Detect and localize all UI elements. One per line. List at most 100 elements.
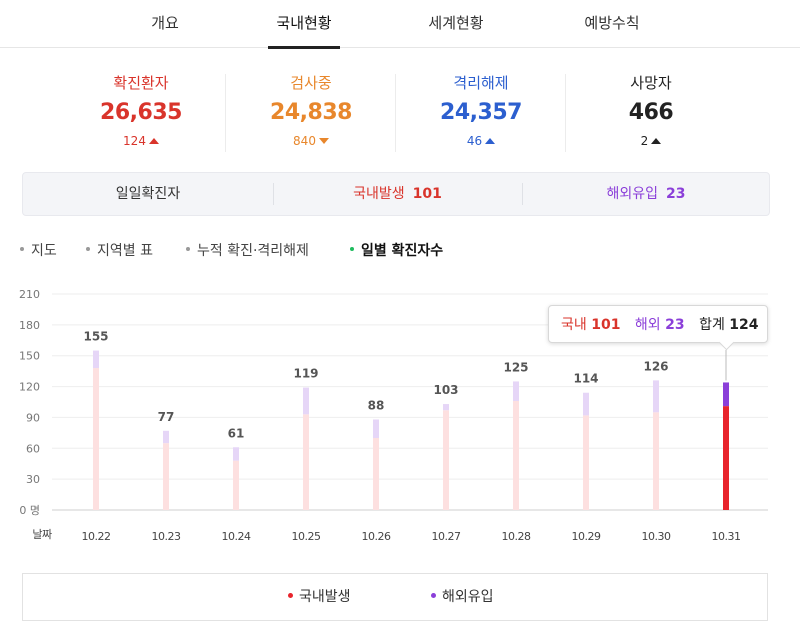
summary-overseas-value: 23 xyxy=(666,186,686,202)
divider xyxy=(273,183,274,205)
bullet-icon xyxy=(350,247,354,251)
bar-domestic xyxy=(653,412,659,510)
bar-total-label: 77 xyxy=(158,410,175,424)
bar-domestic xyxy=(233,460,239,510)
x-tick-label: 10.31 xyxy=(712,530,741,543)
y-tick-label: 90 xyxy=(26,411,40,424)
stat-confirmed: 확진환자 26,635 124 xyxy=(56,72,226,156)
y-tick-label: 210 xyxy=(19,288,40,301)
red-dot-icon xyxy=(288,592,293,598)
bar-domestic xyxy=(513,400,519,510)
legend-item-domestic[interactable]: 국내발생 xyxy=(288,574,351,620)
subnav-region-table-label: 지역별 표 xyxy=(97,243,153,259)
divider xyxy=(395,74,396,152)
x-tick-label: 10.23 xyxy=(152,530,181,543)
stat-deaths: 사망자 466 2 xyxy=(566,72,736,156)
y-tick-label: 120 xyxy=(19,381,40,394)
bar-overseas xyxy=(163,430,169,444)
stat-released-value: 24,357 xyxy=(440,100,522,125)
tooltip-total: 합계 124 xyxy=(699,317,758,333)
up-arrow-icon xyxy=(651,138,662,144)
bar-domestic xyxy=(723,406,729,510)
divider xyxy=(565,74,566,152)
bar-domestic xyxy=(373,438,379,510)
tooltip-domestic-value: 101 xyxy=(591,317,621,333)
summary-overseas: 해외유입 23 xyxy=(522,173,770,215)
summary-domestic-value: 101 xyxy=(412,186,442,202)
tab-overview[interactable]: 개요 xyxy=(151,14,179,32)
tooltip-domestic-label: 국내 xyxy=(561,317,587,333)
x-tick-label: 10.28 xyxy=(502,530,531,543)
summary-domestic: 국내발생 101 xyxy=(273,173,522,215)
subnav-daily-confirmed-label: 일별 확진자수 xyxy=(361,243,444,259)
bullet-icon xyxy=(20,247,24,251)
subnav-cumulative-label: 누적 확진·격리해제 xyxy=(197,243,309,259)
stat-confirmed-label: 확진환자 xyxy=(113,74,169,92)
tooltip-overseas-value: 23 xyxy=(665,317,685,333)
summary-domestic-label: 국내발생 xyxy=(353,186,405,202)
tooltip-total-value: 124 xyxy=(729,317,759,333)
tab-world-status[interactable]: 세계현황 xyxy=(428,14,484,32)
stat-confirmed-delta: 124 xyxy=(123,132,159,150)
bar-total-label: 125 xyxy=(503,360,528,374)
bar-total-label: 88 xyxy=(368,398,385,412)
stat-deaths-delta: 2 xyxy=(641,132,662,150)
x-tick-label: 10.30 xyxy=(642,530,671,543)
top-tab-bar: 개요 국내현황 세계현황 예방수칙 xyxy=(0,0,800,49)
tab-domestic-status[interactable]: 국내현황 xyxy=(268,0,340,49)
stat-released-delta-value: 46 xyxy=(466,134,483,148)
legend-overseas-label: 해외유입 xyxy=(442,589,494,605)
tooltip-overseas-label: 해외 xyxy=(634,317,661,333)
stat-released: 격리해제 24,357 46 xyxy=(396,72,566,156)
bullet-icon xyxy=(186,247,190,251)
subnav-daily-confirmed[interactable]: 일별 확진자수 xyxy=(350,240,443,260)
tooltip-domestic: 국내 101 xyxy=(561,317,620,333)
summary-overseas-label: 해외유입 xyxy=(606,186,659,202)
legend-item-overseas[interactable]: 해외유입 xyxy=(431,574,494,620)
bar-domestic xyxy=(163,443,169,510)
y-tick-label: 180 xyxy=(19,319,40,332)
x-tick-label: 10.26 xyxy=(362,530,391,543)
subnav-cumulative[interactable]: 누적 확진·격리해제 xyxy=(186,240,309,260)
bar-overseas xyxy=(303,387,309,415)
bar-overseas xyxy=(93,350,99,369)
y-tick-label: 60 xyxy=(26,442,40,455)
tab-prevention[interactable]: 예방수칙 xyxy=(584,14,640,32)
stat-deaths-value: 466 xyxy=(628,100,674,125)
y-tick-label: 150 xyxy=(19,350,40,363)
down-arrow-icon xyxy=(318,138,329,144)
purple-dot-icon xyxy=(431,592,436,598)
stat-deaths-label: 사망자 xyxy=(630,74,672,92)
bar-total-label: 119 xyxy=(293,367,318,381)
tooltip-overseas: 해외 23 xyxy=(635,317,685,333)
bar-overseas xyxy=(233,447,239,461)
bar-overseas xyxy=(443,404,449,411)
bar-total-label: 103 xyxy=(433,383,458,397)
up-arrow-icon xyxy=(485,138,496,144)
x-tick-label: 10.24 xyxy=(222,530,251,543)
subnav-region-table[interactable]: 지역별 표 xyxy=(86,240,153,260)
stat-released-delta: 46 xyxy=(466,132,496,150)
tooltip-total-label: 합계 xyxy=(699,317,725,333)
stat-confirmed-value: 26,635 xyxy=(100,100,182,125)
divider xyxy=(522,183,523,205)
bar-overseas xyxy=(373,419,379,438)
bullet-icon xyxy=(86,247,90,251)
bar-overseas xyxy=(513,381,519,401)
bar-overseas xyxy=(723,382,729,407)
stat-testing-value: 24,838 xyxy=(270,100,352,125)
daily-summary-box: 일일확진자 국내발생 101 해외유입 23 xyxy=(22,172,770,216)
bar-overseas xyxy=(653,380,659,413)
legend-domestic-label: 국내발생 xyxy=(299,589,351,605)
subnav-map[interactable]: 지도 xyxy=(20,240,57,260)
stat-testing-label: 검사중 xyxy=(290,74,332,92)
x-tick-label: 10.25 xyxy=(292,530,321,543)
x-tick-label: 10.29 xyxy=(572,530,601,543)
x-axis-title: 날짜 xyxy=(32,528,52,541)
bar-total-label: 114 xyxy=(573,372,598,386)
subnav-map-label: 지도 xyxy=(31,243,57,259)
bar-domestic xyxy=(93,368,99,510)
bar-total-label: 61 xyxy=(228,426,245,440)
divider xyxy=(225,74,226,152)
bar-domestic xyxy=(583,415,589,510)
